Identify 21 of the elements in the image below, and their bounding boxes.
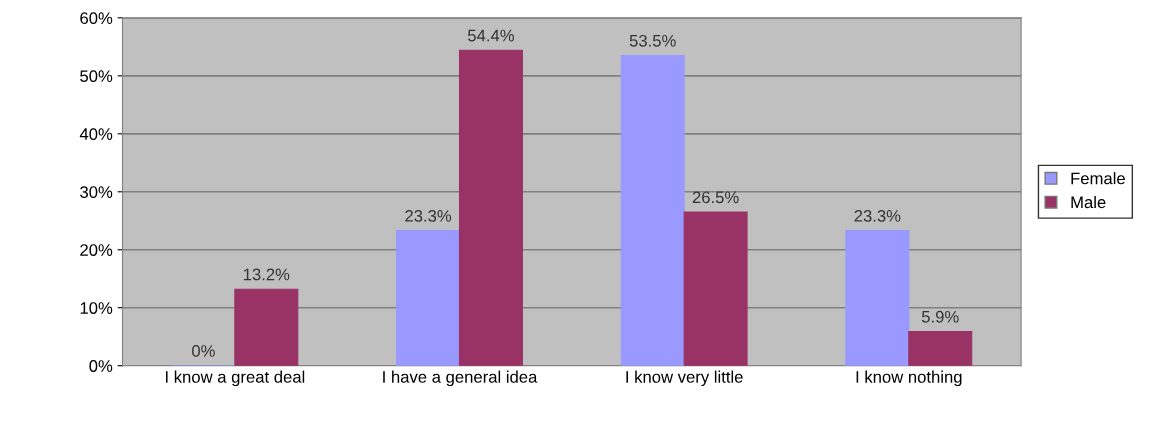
- legend-label: Male: [1071, 195, 1106, 209]
- y-tick-label: 40%: [79, 128, 113, 140]
- y-tick-label: 10%: [80, 302, 113, 314]
- data-label: 0%: [192, 345, 215, 357]
- data-label: 23.3%: [405, 209, 452, 222]
- data-label: 5.9%: [921, 310, 959, 323]
- data-label: 13.2%: [243, 268, 290, 281]
- y-tick-label: 0%: [89, 360, 113, 372]
- y-tick-label: 20%: [80, 244, 113, 256]
- y-tick-label: 50%: [80, 70, 113, 83]
- legend-label: Female: [1071, 172, 1125, 185]
- x-tick-label: I know nothing: [856, 370, 962, 387]
- x-tick-label: I have a general idea: [383, 370, 538, 387]
- x-tick-label: I know a great deal: [165, 370, 305, 387]
- y-tick-label: 30%: [80, 186, 113, 198]
- data-label: 26.5%: [692, 191, 739, 204]
- data-label: 23.3%: [854, 209, 901, 222]
- x-tick-label: I know very little: [626, 370, 743, 387]
- y-tick-label: 60%: [80, 12, 113, 25]
- data-label: 53.5%: [629, 34, 676, 47]
- data-label: 54.4%: [468, 29, 514, 42]
